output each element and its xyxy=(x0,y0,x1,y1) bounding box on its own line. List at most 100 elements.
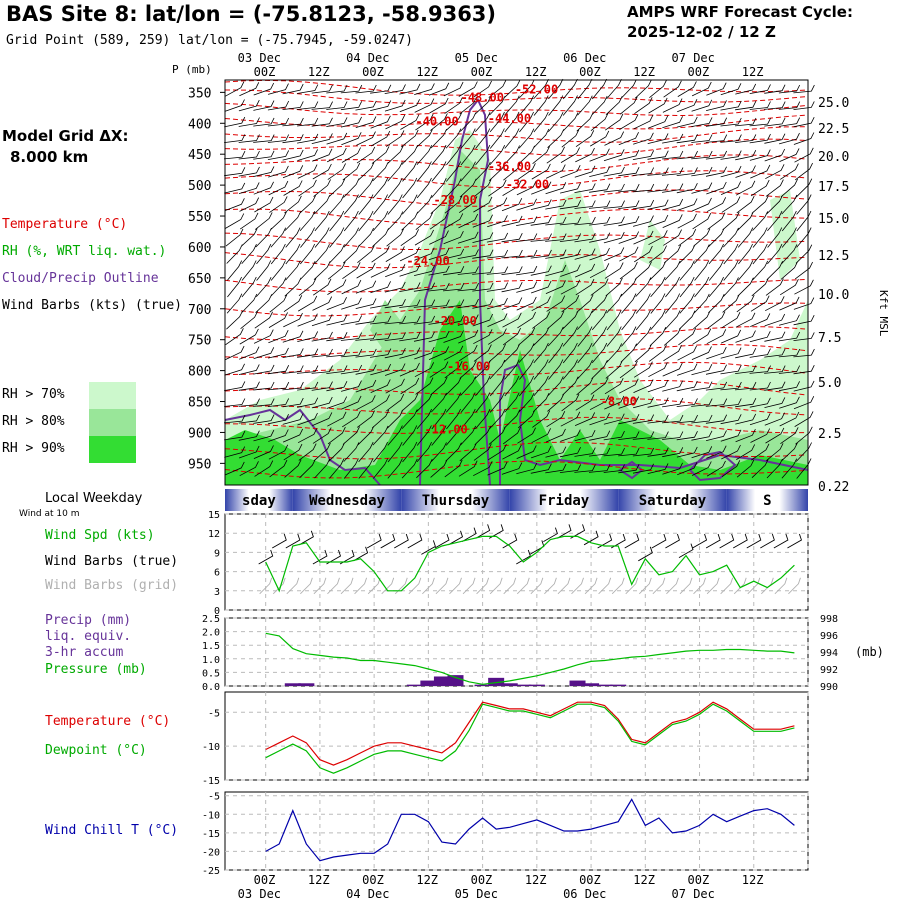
wind-panel-ytick-4: 12 xyxy=(208,529,220,540)
pressure-label: Pressure (mb) xyxy=(45,662,147,677)
bottom-time-label-4: 00Z xyxy=(471,873,493,887)
top-date-label-0: 03 Dec xyxy=(238,51,281,65)
pressure-tick-1: 400 xyxy=(188,117,211,132)
bottom-date-label-4: 07 Dec xyxy=(672,887,715,900)
weekday-label-4: Saturday xyxy=(639,493,707,509)
pressure-tick-11: 900 xyxy=(188,426,211,441)
temperature-contour-1 xyxy=(224,89,806,104)
kft-tick-9: 2.5 xyxy=(818,427,841,442)
wind-panel-ytick-1: 3 xyxy=(214,587,220,598)
bottom-time-label-1: 12Z xyxy=(308,873,330,887)
pressure-tick-8: 750 xyxy=(188,334,211,349)
kft-tick-0: 25.0 xyxy=(818,96,849,111)
temperature-contour-3 xyxy=(224,114,806,130)
precip-bar-1 xyxy=(298,683,315,686)
legend-rh70-swatch xyxy=(89,382,136,409)
wind-barb-path xyxy=(223,78,815,479)
rh-shading-1 xyxy=(640,220,665,270)
precip-bar-9 xyxy=(515,684,532,686)
kft-tick-10: 0.22 xyxy=(818,480,849,495)
pressure-tick-7: 700 xyxy=(188,303,211,318)
bottom-date-label-2: 05 Dec xyxy=(455,887,498,900)
pressure-ytick-4: 998 xyxy=(820,614,838,625)
wind-panel-ytick-5: 15 xyxy=(208,510,220,521)
legend-rh90-swatch xyxy=(89,436,136,463)
wind-panel-frame xyxy=(224,513,809,611)
temperature-contour-15 xyxy=(224,343,806,358)
pressure-tick-6: 650 xyxy=(188,272,211,287)
top-time-label-2: 00Z xyxy=(362,65,384,79)
bottom-time-label-0: 00Z xyxy=(254,873,276,887)
temp-panel-ytick-2: -5 xyxy=(208,708,220,719)
wind-speed-line xyxy=(265,535,795,593)
temperature-label-1: -48.00 xyxy=(461,90,504,104)
weekday-cell-5 xyxy=(726,489,808,511)
temperature-contour-19 xyxy=(224,416,806,434)
weekday-label-3: Friday xyxy=(539,493,590,509)
top-time-label-7: 12Z xyxy=(633,65,655,79)
precip-bar-11 xyxy=(569,680,586,686)
precip-bar-0 xyxy=(284,683,301,686)
weekday-cell-0 xyxy=(225,489,293,511)
top-time-label-8: 00Z xyxy=(688,65,710,79)
temperature-contour-0 xyxy=(224,79,806,96)
wind-panel-ytick-0: 0 xyxy=(214,606,220,617)
windchill-panel-ytick-0: -25 xyxy=(202,866,220,877)
precip-bar-10 xyxy=(528,684,545,686)
legend-rh90-label: RH > 90% xyxy=(2,441,65,456)
precip-bar-6 xyxy=(474,684,491,686)
sounding-frame xyxy=(224,79,809,486)
windchill-panel-ytick-2: -15 xyxy=(202,829,220,840)
precip-bar-4 xyxy=(433,676,450,686)
wind-barbs-true-label: Wind Barbs (true) xyxy=(45,554,179,569)
temperature-contour-16 xyxy=(224,361,806,376)
weekday-label-1: Wednesday xyxy=(309,493,385,509)
forecast-cycle-value: 2025-12-02 / 12 Z xyxy=(627,23,776,41)
precip-panel-ytick-1: 0.5 xyxy=(202,668,220,679)
temperature-contour-20 xyxy=(224,441,806,460)
bottom-time-label-8: 00Z xyxy=(688,873,710,887)
temperature-line xyxy=(265,701,795,766)
wind-barbs-true xyxy=(258,524,802,565)
temperature-label-10: -12.00 xyxy=(424,422,467,436)
legend-cloud: Cloud/Precip Outline xyxy=(2,271,159,286)
top-time-label-1: 12Z xyxy=(308,65,330,79)
precip-bar-12 xyxy=(583,683,600,686)
pressure-unit-label: (mb) xyxy=(855,645,884,659)
weekday-label-0: sday xyxy=(242,493,276,509)
temperature-contour-12 xyxy=(224,279,806,293)
temperature-series-label: Temperature (°C) xyxy=(45,714,171,729)
temperature-contour-9 xyxy=(224,208,806,226)
temperature-label-4: -36.00 xyxy=(488,160,531,174)
dewpoint-line xyxy=(265,703,795,774)
top-time-label-6: 00Z xyxy=(579,65,601,79)
temperature-label-5: -32.00 xyxy=(506,177,549,191)
cloud-outline-1 xyxy=(499,363,809,485)
pressure-tick-3: 500 xyxy=(188,179,211,194)
temperature-label-11: -8.00 xyxy=(601,395,637,409)
model-grid-label: Model Grid ΔX: xyxy=(2,127,129,145)
pressure-tick-0: 350 xyxy=(188,86,211,101)
weekday-cell-4 xyxy=(618,489,727,511)
temperature-label-0: -52.00 xyxy=(515,82,558,96)
kft-tick-7: 7.5 xyxy=(818,331,841,346)
weekday-cell-1 xyxy=(292,489,402,511)
temperature-label-6: -28.00 xyxy=(433,193,476,207)
pressure-tick-12: 950 xyxy=(188,457,211,472)
bottom-time-label-2: 00Z xyxy=(362,873,384,887)
precip-bar-13 xyxy=(596,684,613,686)
temperature-contour-8 xyxy=(224,189,806,207)
bottom-time-label-7: 12Z xyxy=(633,873,655,887)
precip-bar-2 xyxy=(406,684,423,686)
weekday-title: Local Weekday xyxy=(45,491,143,506)
temperature-contour-2 xyxy=(224,102,806,117)
cloud-outline-0 xyxy=(419,98,491,486)
temperature-contour-13 xyxy=(224,302,806,317)
legend-rh70-label: RH > 70% xyxy=(2,387,65,402)
pressure-tick-5: 600 xyxy=(188,241,211,256)
windchill-series-label: Wind Chill T (°C) xyxy=(45,823,179,838)
pressure-ytick-1: 992 xyxy=(820,665,838,676)
weekday-label-2: Thursday xyxy=(422,493,490,509)
precip-bar-14 xyxy=(610,684,627,686)
